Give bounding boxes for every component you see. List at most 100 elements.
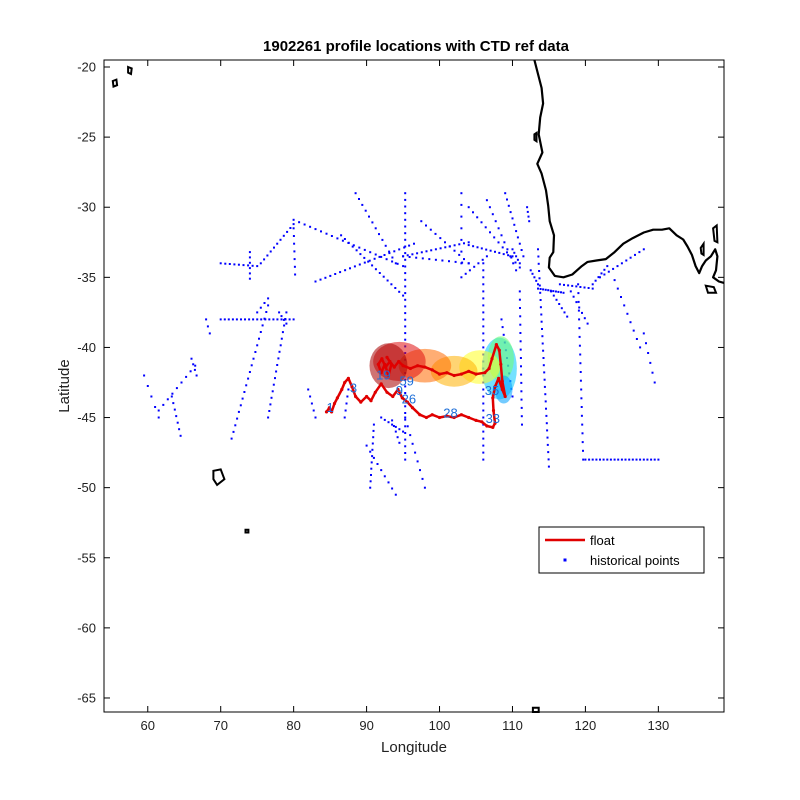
- historical-point: [518, 290, 521, 293]
- float-profile-point: [445, 371, 449, 375]
- historical-point: [538, 270, 541, 272]
- float-profile-point: [497, 376, 501, 380]
- float-profile-point: [491, 408, 496, 413]
- historical-point: [453, 249, 456, 252]
- historical-point: [194, 364, 197, 367]
- historical-point: [398, 290, 401, 293]
- float-profile-point: [380, 357, 384, 361]
- historical-point: [528, 220, 531, 223]
- historical-point: [372, 429, 375, 432]
- historical-point: [404, 392, 407, 394]
- historical-point: [542, 364, 545, 367]
- historical-point: [562, 291, 565, 294]
- historical-point: [314, 416, 317, 419]
- historical-point: [404, 278, 407, 281]
- historical-point: [620, 296, 622, 298]
- historical-point: [460, 276, 463, 279]
- historical-point: [404, 285, 407, 288]
- historical-point: [275, 370, 278, 373]
- historical-point: [369, 450, 372, 453]
- historical-point: [404, 252, 407, 255]
- historical-point: [577, 309, 580, 312]
- float-profile-point: [330, 410, 334, 414]
- historical-point: [635, 458, 638, 461]
- historical-point: [376, 463, 379, 465]
- float-profile-point: [467, 369, 471, 373]
- float-profile-point: [350, 385, 354, 389]
- historical-point: [347, 241, 350, 244]
- historical-point: [346, 395, 349, 398]
- historical-point: [235, 318, 238, 321]
- historical-point: [351, 245, 354, 248]
- historical-point: [413, 242, 415, 245]
- historical-point: [560, 291, 562, 294]
- historical-point: [571, 284, 574, 287]
- historical-point: [166, 398, 169, 401]
- historical-point: [243, 391, 246, 393]
- historical-point: [575, 285, 578, 288]
- float-profile-point: [359, 400, 363, 404]
- historical-point: [404, 232, 407, 235]
- historical-point: [280, 337, 283, 340]
- historical-point: [242, 264, 245, 267]
- float-profile-point: [487, 366, 491, 371]
- x-axis: 60 70 80 90 100 110 120 130: [141, 60, 669, 733]
- historical-point: [506, 251, 508, 254]
- float-profile-point: [474, 418, 478, 422]
- historical-point: [372, 436, 375, 439]
- profile-number-label: 1: [326, 400, 333, 415]
- historical-point: [543, 385, 546, 388]
- float-profile-point: [391, 394, 395, 399]
- profile-labels-layer: 1 3 9 19 26 28 33 35 59: [326, 368, 500, 427]
- historical-point: [549, 289, 552, 292]
- float-profile-point: [384, 365, 388, 369]
- float-profile-point: [388, 359, 392, 364]
- float-profile-point: [389, 362, 393, 366]
- historical-point: [579, 371, 582, 373]
- historical-point: [582, 449, 584, 452]
- historical-point: [468, 269, 471, 272]
- x-tick-label: 70: [213, 718, 227, 733]
- historical-point: [587, 287, 590, 289]
- historical-point: [293, 258, 296, 261]
- historical-point: [511, 255, 514, 258]
- historical-point: [441, 259, 444, 262]
- historical-point: [482, 318, 485, 321]
- historical-point: [265, 311, 268, 313]
- historical-point: [248, 251, 251, 254]
- historical-point: [273, 246, 275, 249]
- historical-point: [518, 242, 521, 245]
- float-profile-point: [343, 380, 347, 385]
- historical-point: [404, 432, 407, 434]
- float-profile-point: [445, 414, 449, 418]
- historical-point: [482, 430, 485, 433]
- historical-point: [430, 249, 433, 252]
- float-profile-point: [416, 364, 420, 368]
- historical-point: [580, 388, 583, 391]
- historical-point: [248, 277, 251, 280]
- historical-point: [380, 469, 383, 472]
- historical-point: [552, 294, 555, 297]
- historical-point: [303, 223, 306, 226]
- historical-point: [502, 253, 505, 256]
- historical-point: [507, 254, 510, 257]
- historical-point: [511, 248, 514, 251]
- historical-point: [500, 318, 503, 321]
- historical-point: [404, 238, 407, 241]
- x-tick-label: 60: [141, 718, 155, 733]
- float-profile-point: [493, 385, 497, 389]
- historical-point: [239, 404, 242, 407]
- historical-point: [406, 254, 409, 257]
- float-profile-point: [410, 406, 415, 410]
- historical-point: [150, 395, 153, 398]
- historical-point: [330, 235, 333, 237]
- historical-point: [539, 299, 542, 301]
- historical-point: [642, 248, 645, 251]
- historical-point: [279, 344, 282, 347]
- historical-point: [391, 487, 394, 490]
- historical-point: [402, 294, 405, 297]
- historical-point: [237, 263, 240, 266]
- historical-point: [391, 256, 394, 259]
- historical-point: [546, 429, 549, 432]
